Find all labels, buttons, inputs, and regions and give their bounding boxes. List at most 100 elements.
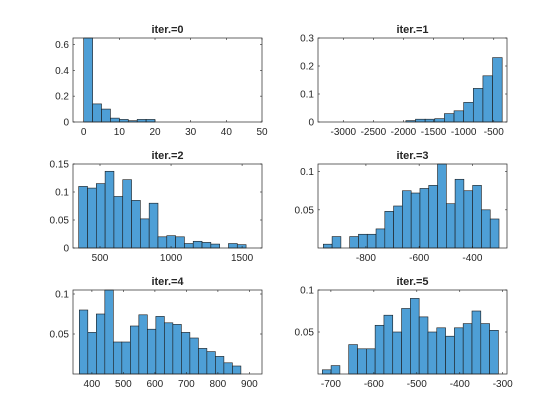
x-tick-label: 10 xyxy=(114,127,126,138)
x-tick-label: -500 xyxy=(484,127,504,138)
bar xyxy=(136,119,147,123)
subplot-2: 500 1000 1500 0 0.05 0.1 0.15 iter.=2 xyxy=(50,150,263,264)
bar xyxy=(210,243,220,249)
bar xyxy=(419,188,430,249)
bar xyxy=(113,341,123,375)
x-tick-label: -400 xyxy=(462,253,482,264)
bar xyxy=(131,200,141,249)
y-tick-label: 0.1 xyxy=(300,286,314,297)
bar xyxy=(145,119,156,123)
x-tick-label: 800 xyxy=(210,379,227,390)
x-tick-label: 50 xyxy=(256,127,268,138)
bar xyxy=(223,362,233,375)
bar xyxy=(384,211,394,249)
x-tick-label: 700 xyxy=(178,379,195,390)
x-tick-label: 1500 xyxy=(231,253,254,264)
x-tick-label: -1000 xyxy=(451,127,477,138)
x-tick-label: 400 xyxy=(84,379,101,390)
x-tick-label: -500 xyxy=(407,379,427,390)
axes-frame xyxy=(72,163,263,249)
subplot-5: -700 -600 -500 -400 -300 0.05 0.1 iter.=5 xyxy=(295,276,514,390)
bar xyxy=(492,57,503,123)
subplot-4: 400 500 600 700 800 900 0.05 0.1 iter.=4 xyxy=(50,276,263,390)
bar xyxy=(415,118,426,123)
bar xyxy=(201,242,212,249)
bar xyxy=(138,314,148,375)
y-tick-label: 0.3 xyxy=(300,34,314,45)
bar xyxy=(436,327,446,375)
bar xyxy=(181,332,191,375)
bar xyxy=(101,108,111,123)
bar xyxy=(489,330,499,375)
subplot-title: iter.=0 xyxy=(151,24,183,36)
bar xyxy=(104,289,114,375)
bar xyxy=(472,88,484,123)
axes-frame xyxy=(72,37,263,123)
bar xyxy=(357,348,367,375)
bar xyxy=(410,298,420,375)
subplot-title: iter.=5 xyxy=(396,276,428,288)
bar xyxy=(236,244,247,249)
bar xyxy=(445,335,455,375)
subplot-3: -800 -600 -400 0.05 0.1 iter.=3 xyxy=(295,150,508,264)
bar xyxy=(206,351,216,375)
bar xyxy=(192,240,203,249)
bar xyxy=(232,365,242,375)
y-tick-label: 0.1 xyxy=(300,90,314,101)
x-tick-label: 900 xyxy=(241,379,258,390)
y-tick-label: 0.4 xyxy=(55,66,69,77)
bar xyxy=(375,228,386,249)
y-tick-label: 0.05 xyxy=(50,330,70,341)
subplot-title: iter.=4 xyxy=(151,276,184,288)
x-tick-label: -800 xyxy=(356,253,376,264)
bar xyxy=(489,218,500,249)
x-tick-label: -600 xyxy=(364,379,384,390)
bar xyxy=(130,325,140,375)
y-tick-label: 0.6 xyxy=(55,40,69,51)
subplot-1: -3000 -2500 -2000 -1500 -1000 -500 0 0.1 0.2 0.3 i… xyxy=(300,24,508,138)
bar xyxy=(330,365,341,375)
x-tick-label: -2000 xyxy=(391,127,417,138)
bar xyxy=(383,314,394,375)
bar xyxy=(393,205,403,249)
bar xyxy=(104,170,115,249)
x-tick-label: -600 xyxy=(409,253,429,264)
bar xyxy=(348,344,358,375)
y-tick-label: 0.1 xyxy=(55,188,69,199)
y-tick-label: 0.2 xyxy=(55,92,69,103)
subplot-title: iter.=3 xyxy=(396,150,428,162)
x-tick-label: 500 xyxy=(92,253,109,264)
bar xyxy=(87,187,97,249)
bar xyxy=(122,179,132,249)
bar xyxy=(462,323,473,375)
bar xyxy=(472,185,482,249)
bar xyxy=(113,196,124,249)
bar xyxy=(428,185,438,249)
bar xyxy=(374,324,385,375)
bar xyxy=(453,110,464,123)
bar xyxy=(78,186,88,249)
bar xyxy=(454,327,464,375)
y-tick-label: 0.2 xyxy=(300,62,314,73)
bar xyxy=(87,332,97,375)
bar xyxy=(444,113,455,123)
bar xyxy=(157,236,168,249)
y-tick-label: 0.05 xyxy=(295,205,315,216)
x-tick-label: 500 xyxy=(115,379,132,390)
bar xyxy=(119,119,129,123)
bar xyxy=(446,203,456,249)
x-tick-label: 40 xyxy=(221,127,233,138)
bar xyxy=(198,348,208,375)
bar xyxy=(140,218,150,249)
bar xyxy=(121,341,131,375)
x-tick-label: -3000 xyxy=(330,127,356,138)
bar xyxy=(96,183,106,249)
bar xyxy=(418,316,429,375)
bar xyxy=(331,236,342,249)
axes-frame xyxy=(317,37,508,123)
x-tick-label: 20 xyxy=(149,127,161,138)
x-tick-label: 30 xyxy=(185,127,197,138)
bar xyxy=(366,233,377,249)
bar xyxy=(184,243,194,249)
y-tick-label: 0 xyxy=(63,244,69,255)
